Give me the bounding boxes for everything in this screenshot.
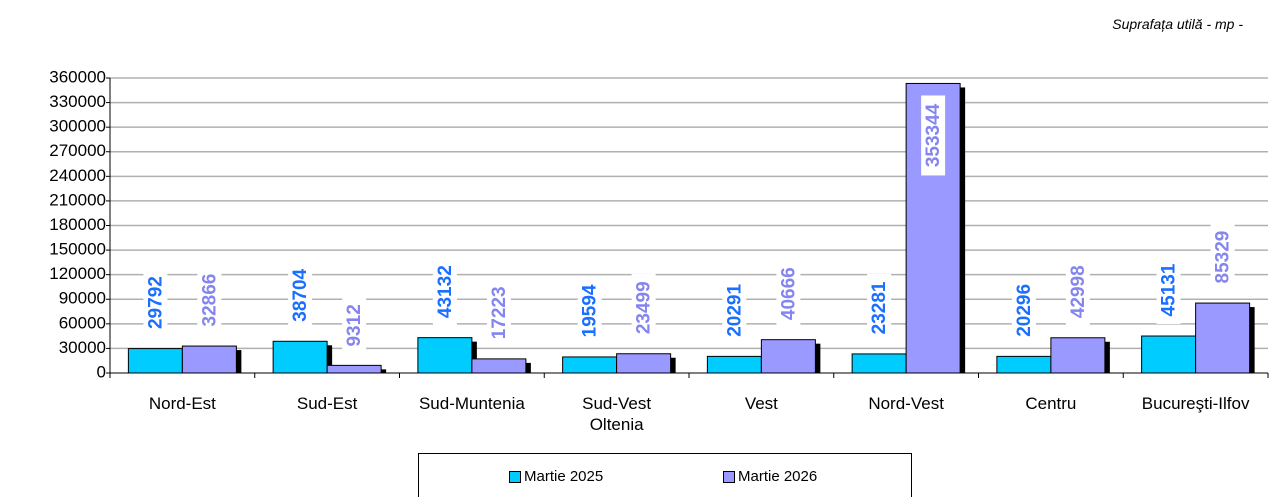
data-label-group: 353344	[921, 95, 946, 176]
data-label-group: 20296	[1011, 276, 1036, 345]
data-label: 353344	[923, 103, 944, 167]
data-label-bg	[1210, 223, 1235, 292]
data-label: 19594	[580, 284, 601, 337]
data-label: 20291	[724, 284, 745, 337]
data-label-bg	[486, 278, 511, 347]
y-tick-label: 120000	[49, 264, 106, 283]
data-label-bg	[342, 297, 367, 354]
bar	[851, 353, 907, 374]
data-label: 40666	[778, 267, 799, 320]
x-tick-label: Vest	[744, 394, 778, 413]
bar	[1195, 302, 1251, 374]
legend-label: Martie 2026	[738, 468, 818, 485]
data-label-group: 17223	[486, 278, 511, 347]
data-label-bg	[921, 95, 946, 176]
data-label-group: 38704	[288, 261, 313, 330]
data-label-group: 23499	[631, 273, 656, 342]
x-tick-label: Sud-Est	[296, 394, 358, 413]
data-label-group: 42998	[1065, 257, 1090, 326]
data-label-group: 29792	[143, 268, 168, 337]
legend-item: Martie 2026	[723, 468, 817, 485]
data-label-group: 85329	[1210, 223, 1235, 292]
x-tick-label: Nord-Vest	[868, 394, 944, 413]
y-tick-label: 60000	[59, 313, 106, 332]
bar	[326, 364, 382, 374]
data-label: 42998	[1068, 265, 1089, 318]
data-label: 23499	[634, 281, 655, 334]
y-tick-label: 30000	[59, 338, 106, 357]
bar	[471, 358, 527, 374]
legend: Martie 2025 Martie 2026	[418, 453, 912, 497]
y-tick-label: 0	[97, 362, 106, 381]
data-label-bg	[432, 257, 457, 326]
data-label: 17223	[489, 286, 510, 339]
bar	[272, 340, 328, 374]
data-label-bg	[197, 266, 222, 335]
data-label-group: 45131	[1156, 256, 1181, 325]
data-label: 23281	[869, 281, 890, 334]
x-tick-label: Nord-Est	[148, 394, 216, 413]
y-tick-label: 240000	[49, 166, 106, 185]
bar	[616, 353, 672, 374]
y-tick-label: 270000	[49, 141, 106, 160]
data-label-bg	[776, 259, 801, 328]
x-tick-label: Centru	[1025, 394, 1077, 413]
bar	[181, 345, 237, 374]
data-label-bg	[1011, 276, 1036, 345]
data-label-bg	[288, 261, 313, 330]
legend-item: Martie 2025	[509, 468, 603, 485]
subtitle: Suprafața utilă - mp -	[1112, 16, 1243, 32]
data-label-bg	[1156, 256, 1181, 325]
data-label: 43132	[435, 265, 456, 318]
data-label-group: 40666	[776, 259, 801, 328]
data-label: 9312	[344, 304, 365, 346]
data-label-group: 9312	[342, 297, 367, 354]
bar	[417, 337, 473, 374]
y-tick-label: 90000	[59, 289, 106, 308]
data-label-bg	[577, 276, 602, 345]
x-tick-label: Sud-Vest Oltenia	[582, 394, 652, 434]
legend-label: Martie 2025	[524, 468, 604, 485]
bar	[996, 355, 1052, 374]
legend-swatch	[509, 470, 521, 483]
bar	[562, 356, 618, 374]
data-label-bg	[631, 273, 656, 342]
y-tick-label: 360000	[49, 67, 106, 86]
y-tick-label: 210000	[49, 190, 106, 209]
bar	[706, 355, 762, 374]
y-tick-label: 300000	[49, 117, 106, 136]
data-label: 85329	[1213, 231, 1234, 284]
legend-swatch	[723, 470, 735, 483]
data-label: 32866	[199, 274, 220, 327]
data-label-bg	[722, 276, 747, 345]
data-label: 45131	[1159, 263, 1180, 316]
bar	[760, 339, 816, 374]
data-label-bg	[867, 273, 892, 342]
data-label-bg	[1065, 257, 1090, 326]
y-tick-label: 330000	[49, 92, 106, 111]
data-label-group: 20291	[722, 276, 747, 345]
data-label-group: 43132	[432, 257, 457, 326]
data-label-group: 23281	[867, 273, 892, 342]
bar	[1141, 335, 1197, 374]
x-tick-label: Bucureşti-Ilfov	[1141, 394, 1250, 413]
data-label: 38704	[290, 268, 311, 321]
y-tick-label: 150000	[49, 240, 106, 259]
bar	[127, 348, 183, 374]
data-label: 29792	[145, 276, 166, 329]
data-label: 20296	[1014, 284, 1035, 337]
y-tick-label: 180000	[49, 215, 106, 234]
data-label-bg	[143, 268, 168, 337]
data-label-group: 32866	[197, 266, 222, 335]
bar	[1050, 337, 1106, 374]
x-tick-label: Sud-Muntenia	[418, 394, 525, 413]
data-label-group: 19594	[577, 276, 602, 345]
